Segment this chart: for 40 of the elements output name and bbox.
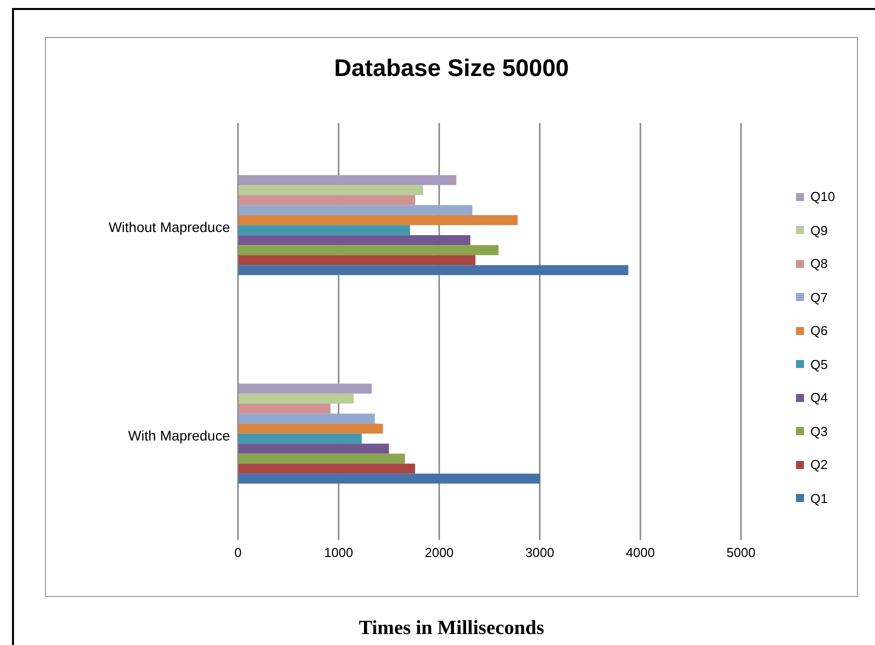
x-tick-label: 5000 <box>726 545 756 560</box>
x-axis-title: Times in Milliseconds <box>358 617 546 640</box>
bar <box>238 414 375 424</box>
legend-label: Q1 <box>810 490 828 506</box>
x-tick-label: 2000 <box>424 545 454 560</box>
bar <box>238 205 472 216</box>
bar <box>238 434 362 444</box>
bar <box>238 464 416 474</box>
bar <box>238 255 476 266</box>
bar <box>238 185 424 196</box>
bar <box>238 424 383 434</box>
legend-label: Q7 <box>810 290 828 305</box>
bar <box>238 454 405 464</box>
bar <box>238 175 456 186</box>
bar <box>238 384 372 394</box>
legend-label: Q10 <box>810 189 835 204</box>
legend-label: Q2 <box>810 457 828 472</box>
x-tick-label: 4000 <box>626 545 655 560</box>
chart-title: Database Size 50000 <box>333 55 570 83</box>
bar <box>238 245 499 256</box>
bar <box>238 474 540 484</box>
legend-label: Q5 <box>810 356 828 372</box>
legend-label: Q3 <box>810 424 828 439</box>
legend-label: Q8 <box>810 256 828 272</box>
bar <box>238 195 416 206</box>
legend-label: Q6 <box>810 323 828 338</box>
y-tick-label: With Mapreduce <box>128 428 230 444</box>
bar <box>238 444 389 454</box>
bar <box>238 394 354 404</box>
y-tick-label: Without Mapreduce <box>108 219 230 236</box>
bar <box>238 265 628 276</box>
bar <box>238 404 331 414</box>
x-tick-label: 3000 <box>525 545 554 560</box>
x-tick-label: 0 <box>234 545 242 560</box>
legend-label: Q9 <box>810 222 828 238</box>
bar <box>238 225 410 236</box>
bar <box>238 215 518 226</box>
bar <box>238 235 470 246</box>
x-tick-label: 1000 <box>324 545 354 560</box>
legend-label: Q4 <box>810 390 828 406</box>
